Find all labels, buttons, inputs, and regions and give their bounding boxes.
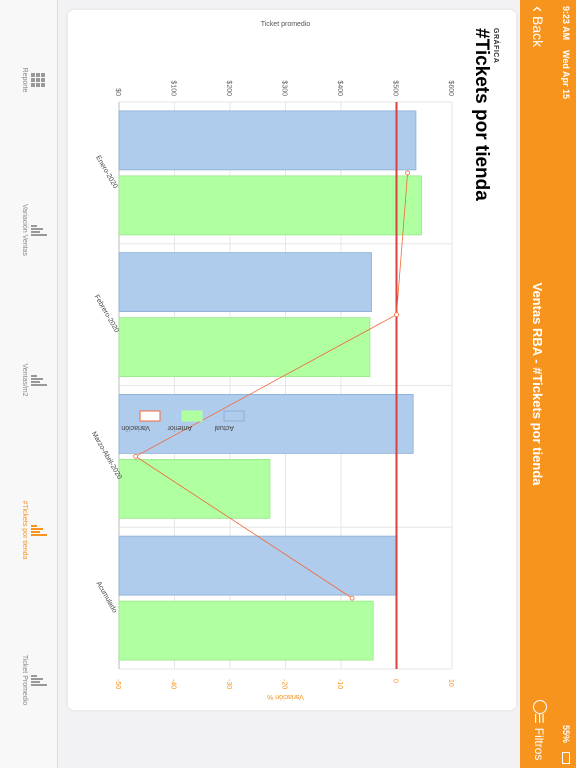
- y-tick-label: $0: [114, 88, 121, 96]
- legend-label: Variación: [121, 424, 150, 431]
- y2-tick-label: 10: [447, 679, 454, 687]
- filter-button[interactable]: ☰ Filtros: [532, 713, 546, 760]
- y-tick-label: $100: [170, 80, 177, 96]
- y2-tick-label: -20: [281, 679, 288, 689]
- y2-tick-label: -30: [225, 679, 232, 689]
- tab-label: Ticket Promedio: [21, 654, 28, 706]
- battery-text: 55%: [561, 725, 571, 744]
- variation-point: [405, 170, 410, 176]
- variation-point: [133, 453, 139, 459]
- x-tick-label: Febrero-2020: [93, 294, 120, 334]
- y-tick-label: $300: [281, 80, 288, 96]
- legend-swatch: [139, 410, 161, 422]
- battery-icon: [562, 752, 570, 764]
- x-tick-label: Enero-2020: [94, 155, 118, 190]
- variation-line: [134, 172, 408, 599]
- variation-point: [394, 312, 399, 318]
- nav-bar: ‹ Back Ventas RBA - #Tickets por tienda …: [520, 0, 556, 768]
- bar-anterior: [118, 317, 371, 378]
- bar-anterior: [118, 600, 374, 661]
- bar-chart-icon: [31, 180, 51, 280]
- page-title: Ventas RBA - #Tickets por tienda: [530, 282, 545, 486]
- tab-label: Ventas/m2: [21, 363, 28, 397]
- settings-icon[interactable]: [533, 700, 547, 714]
- x-tick-label: Acumulado: [95, 580, 119, 614]
- tab-item[interactable]: Reporte: [21, 30, 51, 130]
- bar-chart-icon: [31, 330, 51, 430]
- y-tick-label: $600: [447, 80, 454, 96]
- y2-tick-label: -40: [170, 679, 177, 689]
- y-tick-label: $400: [336, 80, 343, 96]
- bar-actual: [118, 535, 397, 596]
- bar-actual: [118, 252, 372, 313]
- tab-item[interactable]: Variación Ventas: [21, 180, 51, 280]
- y2-tick-label: -10: [336, 679, 343, 689]
- legend-swatch: [223, 410, 245, 422]
- legend-swatch: [181, 410, 203, 422]
- grid-icon: [31, 30, 51, 130]
- legend-label: Actual: [214, 424, 234, 431]
- bar-anterior: [118, 458, 271, 519]
- y-axis-title: Ticket promedio: [261, 21, 311, 28]
- status-time: 9:23 AM: [561, 6, 571, 41]
- y2-tick-label: -50: [114, 679, 121, 689]
- x-tick-label: Marzo-Abril-2020: [90, 431, 123, 481]
- tab-label: #Tickets por tienda: [21, 500, 28, 560]
- status-date: Wed Apr 15: [561, 50, 571, 100]
- tab-item[interactable]: Ventas/m2: [21, 330, 51, 430]
- y2-axis-title: Variación %: [267, 693, 304, 700]
- tab-item[interactable]: Ticket Promedio: [21, 630, 51, 730]
- variation-point: [349, 595, 355, 601]
- tab-label: Variación Ventas: [21, 203, 28, 256]
- bar-actual: [118, 110, 417, 171]
- status-bar: 9:23 AM Wed Apr 15 55%: [556, 0, 576, 768]
- legend-label: Anterior: [167, 424, 192, 431]
- bar-chart-icon: [31, 630, 51, 730]
- tab-label: Reporte: [21, 67, 28, 93]
- y-tick-label: $200: [225, 80, 232, 96]
- y2-tick-label: 0: [392, 679, 399, 683]
- bar-actual: [118, 393, 414, 454]
- chart-card: GRÁFICA #Tickets por tienda $0 $100 $200 $3…: [68, 10, 516, 710]
- tab-bar: Reporte Variación Ventas Ventas/m2 #Tickets…: [0, 0, 58, 768]
- y-tick-label: $500: [392, 80, 399, 96]
- filter-label: Filtros: [532, 727, 546, 761]
- filter-icon: ☰: [532, 713, 546, 724]
- bar-chart-icon: [31, 480, 51, 580]
- tab-item[interactable]: #Tickets por tienda: [21, 480, 51, 580]
- chart: $0 $100 $200 $300 $400 $500 $600 -50 -40 -30 -20 -1…: [90, 21, 454, 700]
- bar-anterior: [118, 175, 422, 236]
